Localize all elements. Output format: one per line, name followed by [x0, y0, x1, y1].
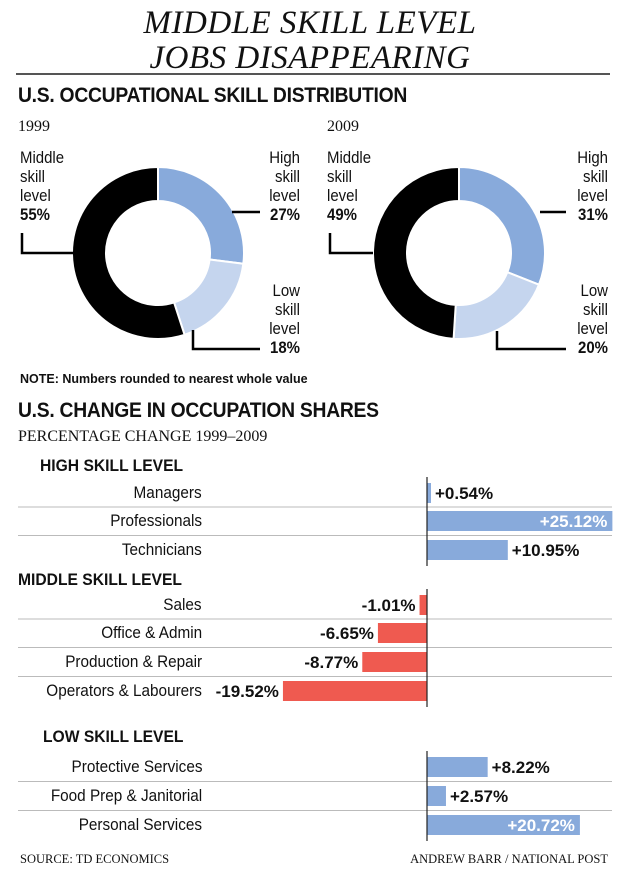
- group-high-heading: HIGH SKILL LEVEL: [40, 456, 184, 475]
- donut-slice-low: [452, 270, 541, 340]
- main-title: MIDDLE SKILL LEVEL JOBS DISAPPEARING: [0, 6, 620, 76]
- category-label: Professionals: [110, 511, 202, 530]
- change-subtitle: PERCENTAGE CHANGE 1999–2009: [18, 428, 268, 445]
- donut-slice-low: [172, 258, 245, 337]
- donut-slice-high: [458, 165, 546, 286]
- group-low-heading: LOW SKILL LEVEL: [43, 727, 184, 746]
- bar: [282, 681, 427, 701]
- category-label: Production & Repair: [65, 652, 202, 671]
- data-label: +2.57%: [450, 787, 508, 806]
- data-label: +20.72%: [507, 816, 575, 835]
- distribution-heading: U.S. OCCUPATIONAL SKILL DISTRIBUTION: [18, 84, 408, 107]
- bar: [419, 595, 427, 615]
- category-label: Technicians: [122, 540, 202, 559]
- change-heading: U.S. CHANGE IN OCCUPATION SHARES: [18, 399, 379, 422]
- category-label: Sales: [163, 595, 202, 614]
- title-line-1: MIDDLE SKILL LEVEL: [143, 5, 477, 41]
- bar: [427, 786, 446, 806]
- bar: [427, 757, 488, 777]
- bar: [427, 815, 580, 835]
- leader-line: [495, 331, 566, 351]
- category-label: Protective Services: [71, 757, 202, 776]
- category-label: Office & Admin: [101, 623, 202, 642]
- bar: [362, 652, 427, 672]
- data-label: +8.22%: [492, 758, 550, 777]
- data-label: -19.52%: [216, 682, 279, 701]
- title-divider: [16, 73, 610, 75]
- leader-line: [20, 233, 75, 255]
- donut-1999-low-label: Low skill level 18%: [269, 281, 300, 357]
- donut-1999-middle-label: Middle skill level 55%: [20, 148, 65, 224]
- data-label: -8.77%: [304, 653, 358, 672]
- bar: [427, 511, 613, 531]
- data-label: +10.95%: [512, 541, 580, 560]
- leader-line: [191, 330, 260, 351]
- bar: [427, 540, 508, 560]
- data-label: +25.12%: [540, 512, 608, 531]
- data-label: -6.65%: [320, 624, 374, 643]
- donut-2009-middle-label: Middle skill level 49%: [327, 148, 372, 224]
- donut-1999-high-label: High skill level 27%: [269, 148, 300, 224]
- category-label: Personal Services: [78, 815, 202, 834]
- year-1999-label: 1999: [18, 118, 50, 135]
- data-label: +0.54%: [435, 484, 493, 503]
- year-2009-label: 2009: [327, 118, 359, 135]
- category-label: Managers: [133, 483, 202, 502]
- title-line-2: JOBS DISAPPEARING: [149, 40, 471, 76]
- data-label: -1.01%: [362, 596, 416, 615]
- donut-slice-middle: [71, 165, 186, 340]
- donut-2009-low-label: Low skill level 20%: [577, 281, 608, 357]
- note: NOTE: Numbers rounded to nearest whole v…: [20, 372, 308, 386]
- category-label: Operators & Labourers: [46, 681, 202, 700]
- category-label: Food Prep & Janitorial: [50, 786, 202, 805]
- leader-line: [328, 233, 373, 255]
- donut-slice-high: [157, 165, 245, 265]
- donut-slice-middle: [372, 165, 460, 340]
- donut-2009-high-label: High skill level 31%: [577, 148, 608, 224]
- source-credit: SOURCE: TD ECONOMICS: [20, 852, 170, 866]
- author-credit: ANDREW BARR / NATIONAL POST: [410, 852, 608, 866]
- bar: [377, 623, 427, 643]
- group-middle-heading: MIDDLE SKILL LEVEL: [18, 570, 182, 589]
- bar: [427, 483, 431, 503]
